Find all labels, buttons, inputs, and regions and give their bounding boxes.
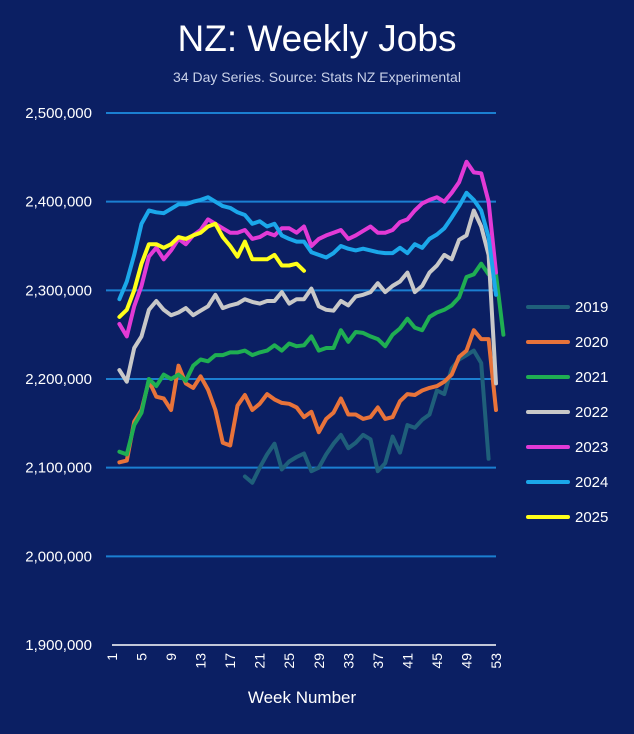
- legend-label-2020: 2020: [575, 334, 608, 351]
- series-line-2021: [117, 261, 506, 457]
- series-line-2020: [117, 328, 498, 465]
- legend-label-2019: 2019: [575, 299, 608, 316]
- x-tick-label: 13: [193, 653, 209, 669]
- series-line-2019: [242, 348, 491, 485]
- y-tick-label: 2,000,000: [25, 548, 92, 565]
- x-tick-label: 17: [222, 653, 238, 669]
- legend-label-2022: 2022: [575, 404, 608, 421]
- y-tick-label: 2,500,000: [25, 105, 92, 122]
- x-tick-label: 25: [281, 653, 297, 669]
- gridlines: [106, 112, 496, 646]
- x-tick-label: 37: [370, 653, 386, 669]
- chart-title: NZ: Weekly Jobs: [177, 18, 457, 59]
- x-tick-label: 33: [340, 653, 356, 669]
- series-lines: [117, 159, 506, 485]
- y-tick-label: 2,300,000: [25, 282, 92, 299]
- y-tick-label: 1,900,000: [25, 637, 92, 654]
- y-tick-label: 2,100,000: [25, 460, 92, 477]
- series-line-2023: [117, 159, 498, 339]
- series-line-2025: [117, 221, 306, 319]
- legend-label-2024: 2024: [575, 474, 608, 491]
- x-tick-label: 9: [163, 653, 179, 661]
- x-tick-label: 21: [252, 653, 268, 669]
- legend: 2019 2020 2021 2022 2023 2024 2025: [526, 299, 608, 526]
- x-tick-label: 45: [429, 653, 445, 669]
- x-tick-label: 1: [104, 653, 120, 661]
- y-axis: 1,900,000 2,000,000 2,100,000 2,200,000 2,30…: [25, 105, 92, 654]
- series-line-2024: [117, 190, 498, 302]
- legend-label-2023: 2023: [575, 439, 608, 456]
- legend-label-2025: 2025: [575, 509, 608, 526]
- x-tick-label: 5: [134, 653, 150, 661]
- x-axis-label: Week Number: [248, 688, 357, 707]
- y-tick-label: 2,200,000: [25, 371, 92, 388]
- x-axis: 1 5 9 13 17 21 25 29 33 37 41 45 49 53: [104, 653, 504, 669]
- series-line-2022: [117, 208, 498, 386]
- chart-subtitle: 34 Day Series. Source: Stats NZ Experime…: [173, 69, 461, 85]
- x-tick-label: 29: [311, 653, 327, 669]
- y-tick-label: 2,400,000: [25, 194, 92, 211]
- x-tick-label: 41: [399, 653, 415, 669]
- x-tick-label: 49: [458, 653, 474, 669]
- legend-label-2021: 2021: [575, 369, 608, 386]
- x-tick-label: 53: [488, 653, 504, 669]
